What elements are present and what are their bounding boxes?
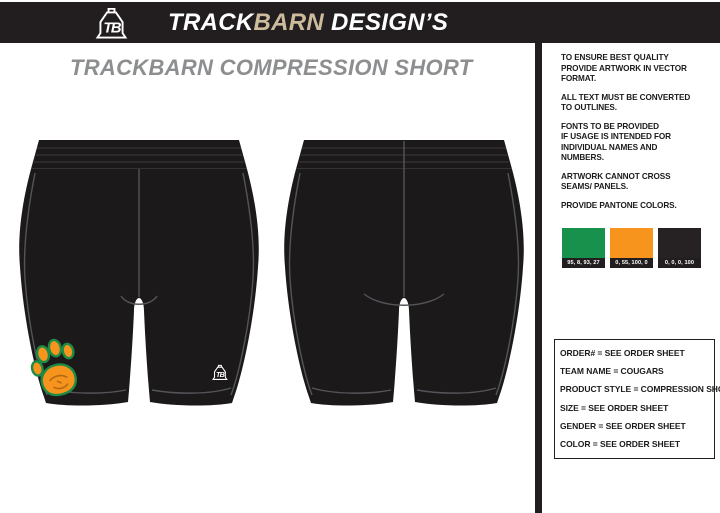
artwork-notes: TO ENSURE BEST QUALITY PROVIDE ARTWORK I… — [561, 53, 711, 219]
swatch-green-chip — [562, 228, 605, 258]
swatch-orange-chip — [610, 228, 653, 258]
note-fonts: FONTS TO BE PROVIDED IF USAGE IS INTENDE… — [561, 121, 671, 163]
note-seams: ARTWORK CANNOT CROSS SEAMS/ PANELS. — [561, 171, 671, 192]
order-size: SIZE = SEE ORDER SHEET — [560, 402, 669, 413]
back-seam-lines — [288, 141, 520, 396]
brand-suffix: DESIGN’S — [331, 9, 449, 36]
note-outlines: ALL TEXT MUST BE CONVERTED TO OUTLINES. — [561, 92, 691, 113]
swatch-black-cmyk: 0, 0, 0, 100 — [658, 258, 701, 268]
svg-text:TB: TB — [216, 370, 225, 379]
svg-text:TB: TB — [103, 20, 122, 36]
swatch-black-chip — [658, 228, 701, 258]
note-vector-format: TO ENSURE BEST QUALITY PROVIDE ARTWORK I… — [561, 53, 687, 83]
order-info-box: ORDER# = SEE ORDER SHEET TEAM NAME = COU… — [554, 339, 720, 459]
brand-barn: BARN — [253, 9, 325, 36]
order-number: ORDER# = SEE ORDER SHEET — [560, 348, 685, 358]
swatch-green: 95, 8, 93, 27 — [562, 228, 605, 268]
brand-track: TRACK — [168, 9, 254, 36]
vertical-divider — [535, 43, 542, 513]
trackbarn-barn-logo-icon: TB — [95, 8, 128, 39]
trackbarn-logo-icon: TB — [212, 364, 228, 380]
swatch-orange-cmyk: 0, 55, 100, 0 — [610, 258, 653, 268]
swatch-orange: 0, 55, 100, 0 — [610, 228, 653, 268]
brand-title: TRACKBARN DESIGN’S — [168, 11, 448, 35]
compression-short-front-view: TB — [19, 140, 259, 406]
order-color: COLOR = SEE ORDER SHEET — [560, 439, 680, 450]
order-team-name: TEAM NAME = COUGARS — [560, 366, 664, 377]
order-gender: GENDER = SEE ORDER SHEET — [560, 420, 686, 431]
header-bar: TB TRACKBARN DESIGN’S — [0, 2, 720, 43]
order-product-style: PRODUCT STYLE = COMPRESSION SHORT — [560, 384, 720, 395]
swatch-black: 0, 0, 0, 100 — [658, 228, 701, 268]
note-pantone: PROVIDE PANTONE COLORS. — [561, 200, 677, 210]
swatch-green-cmyk: 95, 8, 93, 27 — [562, 258, 605, 268]
pantone-swatch-row: 95, 8, 93, 27 0, 55, 100, 0 0, 0, 0, 100 — [562, 228, 701, 268]
cougar-paw-logo-icon — [30, 338, 77, 397]
page-title: TRACKBARN COMPRESSION SHORT — [70, 55, 473, 80]
compression-short-back-view — [284, 140, 524, 406]
